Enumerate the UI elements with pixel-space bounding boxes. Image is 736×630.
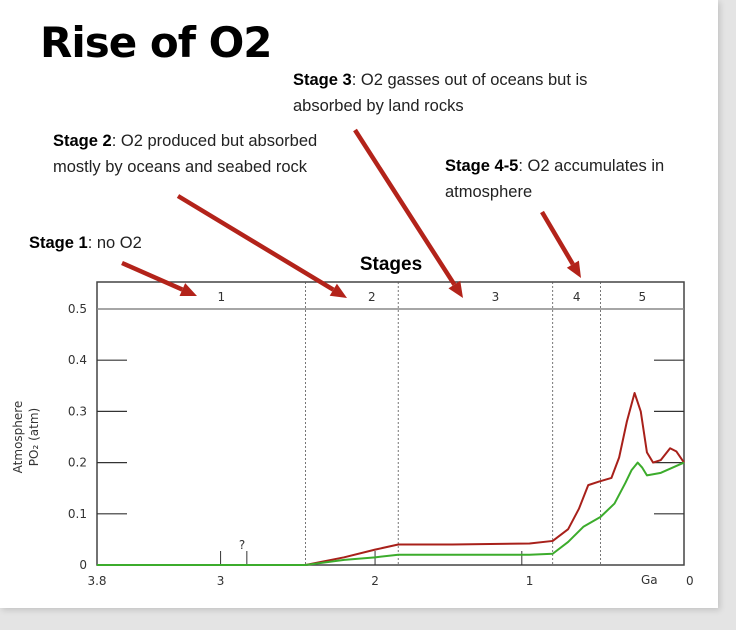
slide-title: Rise of O2 (40, 18, 273, 67)
annotation-stage-4-5: Stage 4-5: O2 accumulates in atmosphere (445, 153, 720, 205)
x-tick-label: 1 (526, 574, 534, 588)
o2-upper-line (97, 391, 685, 566)
arrow-shaft-4 (540, 210, 575, 266)
arrow-head-icon (329, 283, 347, 298)
annotation-stage-2: Stage 2: O2 produced but absorbed mostly… (53, 128, 353, 180)
annotation-label: Stage 3 (293, 71, 352, 89)
stage-band: 1 2 3 4 5 (217, 282, 646, 565)
o2-lower-line (97, 461, 685, 566)
y-tick-label: 0.1 (68, 507, 87, 521)
y-tick-label: 0.4 (68, 353, 87, 367)
annotation-text: : O2 produced but absorbed mostly by oce… (53, 132, 318, 176)
series-lines (97, 391, 685, 566)
arrow-shaft-3 (353, 128, 457, 286)
arrow-head-icon (179, 283, 197, 296)
arrow-shaft-1 (121, 260, 184, 292)
y-tick-label: 0.2 (68, 456, 87, 470)
slide: Rise of O2 Stage 3: O2 gasses out of oce… (0, 0, 718, 608)
arrow-shaft-2 (176, 194, 335, 292)
stage-label: 3 (492, 290, 500, 304)
annotation-stage-1: Stage 1: no O2 (29, 230, 142, 256)
annotation-text: : no O2 (87, 234, 142, 252)
y-tick-label: 0.5 (68, 302, 87, 316)
annotation-label: Stage 1 (29, 234, 88, 252)
arrow-head-icon (566, 260, 581, 278)
stage-label: 5 (638, 290, 646, 304)
y-tick-label: 0 (79, 558, 87, 572)
arrow-head-icon (448, 280, 463, 298)
chart-title: Stages (360, 254, 422, 275)
annotation-text: : O2 accumulates in atmosphere (445, 157, 665, 201)
plot-frame (96, 281, 685, 566)
annotation-stage-3: Stage 3: O2 gasses out of oceans but is … (293, 67, 593, 119)
axis-ticks: 0 0.1 0.2 0.3 0.4 0.5 3.8 3 2 1 0 (68, 302, 694, 588)
y-axis-label-line1: Atmosphere (11, 401, 25, 474)
annotation-label: Stage 2 (53, 132, 112, 150)
annotation-text: : O2 gasses out of oceans but is absorbe… (293, 71, 588, 115)
uncertainty-mark: ? (239, 538, 245, 552)
x-tick-label: 3.8 (87, 574, 106, 588)
annotation-label: Stage 4-5 (445, 157, 519, 175)
plot-border (96, 281, 685, 566)
y-axis-label-line2: PO₂ (atm) (27, 408, 41, 466)
y-tick-label: 0.3 (68, 404, 87, 418)
y-axis-label: Atmosphere PO₂ (atm) (11, 401, 41, 474)
x-tick-label: 0 (686, 574, 694, 588)
stage-label: 2 (368, 290, 376, 304)
x-axis-label: Ga (641, 573, 658, 587)
x-tick-label: 3 (217, 574, 225, 588)
stage-label: 1 (217, 290, 225, 304)
stage-label: 4 (573, 290, 581, 304)
x-tick-label: 2 (371, 574, 379, 588)
annotation-arrows (121, 128, 581, 298)
